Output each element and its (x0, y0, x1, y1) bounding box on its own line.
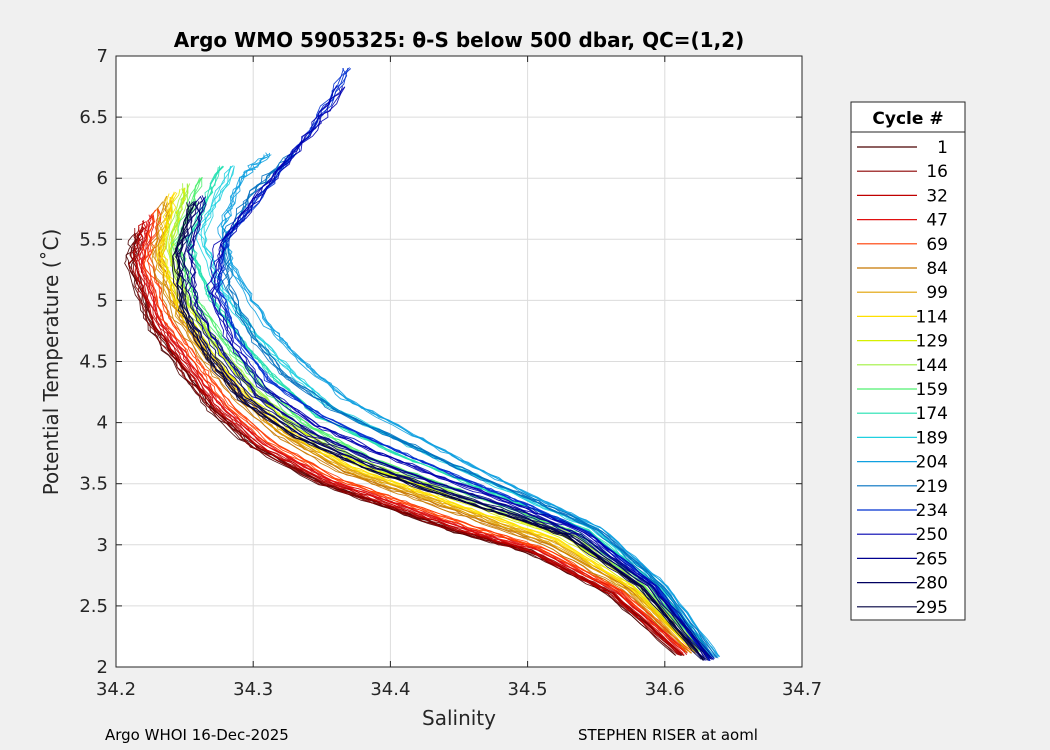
x-tick-label: 34.7 (782, 679, 822, 700)
series-204-profile (217, 154, 716, 657)
series-32-profile (133, 221, 681, 656)
series-69 (142, 207, 693, 654)
legend-label: 250 (916, 525, 948, 545)
y-tick-label: 2 (97, 657, 108, 678)
legend-label: 84 (926, 259, 948, 279)
series-114-profile (156, 193, 694, 653)
y-tick-label: 4.5 (79, 352, 108, 373)
legend-entry: 47 (857, 211, 948, 231)
series-295-profile (172, 202, 702, 660)
y-tick-label: 3.5 (79, 474, 108, 495)
series-174-profile (189, 166, 712, 657)
series-99-profile (159, 197, 698, 654)
legend-entry: 174 (857, 404, 948, 424)
series-69-profile (143, 209, 688, 653)
legend-label: 159 (916, 380, 948, 400)
series-204-profile (220, 152, 720, 658)
legend-label: 280 (916, 574, 948, 594)
legend-label: 189 (916, 428, 948, 448)
series-234-profile (215, 68, 710, 660)
legend-label: 295 (916, 598, 948, 618)
legend-entry: 219 (857, 477, 948, 497)
y-tick-label: 5.5 (79, 229, 108, 250)
series-114-profile (156, 193, 694, 652)
legend-entry: 129 (857, 332, 948, 352)
series-47-profile (140, 215, 686, 653)
legend-label: 219 (916, 477, 948, 497)
series-250 (205, 85, 715, 662)
legend-label: 16 (926, 162, 948, 182)
legend-entry: 114 (857, 307, 948, 327)
legend-label: 204 (916, 453, 948, 473)
legend-entry: 295 (857, 598, 948, 618)
legend-label: 129 (916, 332, 948, 352)
series-234-profile (218, 68, 713, 660)
x-axis-label: Salinity (422, 706, 496, 730)
y-tick-label: 7 (97, 46, 108, 67)
series-295 (172, 201, 706, 661)
x-tick-label: 34.2 (96, 679, 136, 700)
legend-label: 1 (937, 138, 948, 158)
legend-label: 32 (926, 186, 948, 206)
y-tick-label: 4 (97, 413, 108, 434)
legend-label: 144 (916, 356, 948, 376)
legend-entry: 144 (857, 356, 948, 376)
series-99-profile (155, 195, 692, 654)
series-16-profile (133, 227, 684, 656)
legend-label: 99 (926, 283, 948, 303)
legend-entry: 189 (857, 428, 948, 448)
legend-entry: 1 (857, 138, 948, 158)
series-69-profile (147, 207, 692, 654)
x-tick-label: 34.3 (233, 679, 273, 700)
series-234 (213, 67, 713, 661)
y-tick-label: 5 (97, 290, 108, 311)
series-265-profile (190, 197, 712, 660)
y-tick-label: 6 (97, 168, 108, 189)
series-280-profile (183, 200, 709, 662)
footer-source: Argo WHOI 16-Dec-2025 (105, 726, 289, 744)
series-47-profile (137, 214, 684, 654)
legend-label: 47 (926, 211, 948, 231)
series-lines (124, 67, 721, 662)
x-tick-label: 34.4 (370, 679, 410, 700)
legend-entry: 280 (857, 574, 948, 594)
chart-title: Argo WMO 5905325: θ-S below 500 dbar, QC… (174, 28, 744, 52)
series-295-profile (175, 203, 705, 661)
legend-entry: 32 (857, 186, 948, 206)
legend-label: 265 (916, 549, 948, 569)
series-84-profile (150, 201, 688, 653)
legend-label: 69 (926, 235, 948, 255)
y-axis-label: Potential Temperature (˚C) (39, 229, 63, 496)
legend-entry: 234 (857, 501, 948, 521)
series-280-profile (177, 201, 704, 660)
legend-entry: 99 (857, 283, 948, 303)
x-tick-label: 34.5 (508, 679, 548, 700)
legend-entry: 16 (857, 162, 948, 182)
series-280-profile (175, 200, 704, 661)
legend-entry: 159 (857, 380, 948, 400)
x-tick-label: 34.6 (645, 679, 685, 700)
series-99-profile (151, 195, 691, 652)
footer-credit: STEPHEN RISER at aoml (578, 726, 758, 744)
legend-entry: 204 (857, 453, 948, 473)
y-tick-label: 3 (97, 535, 108, 556)
series-250-profile (208, 87, 710, 660)
legend: Cycle # 1 16 32 47 69 84 99 114 129 144 159 174 189 2… (850, 101, 966, 621)
y-tick-label: 2.5 (79, 596, 108, 617)
axis-ticks: 34.2 34.3 34.4 34.5 34.6 34.7 2 2.5 3 3.5 4 4.5 5 5.5… (79, 46, 822, 700)
legend-label: 234 (916, 501, 948, 521)
legend-entry: 265 (857, 549, 948, 569)
legend-entry: 84 (857, 259, 948, 279)
series-219-profile (220, 153, 711, 657)
series-204 (217, 152, 721, 659)
legend-entry: 69 (857, 235, 948, 255)
legend-entry: 250 (857, 525, 948, 545)
legend-label: 114 (916, 307, 948, 327)
y-tick-label: 6.5 (79, 107, 108, 128)
legend-title: Cycle # (872, 109, 943, 129)
legend-label: 174 (916, 404, 948, 424)
